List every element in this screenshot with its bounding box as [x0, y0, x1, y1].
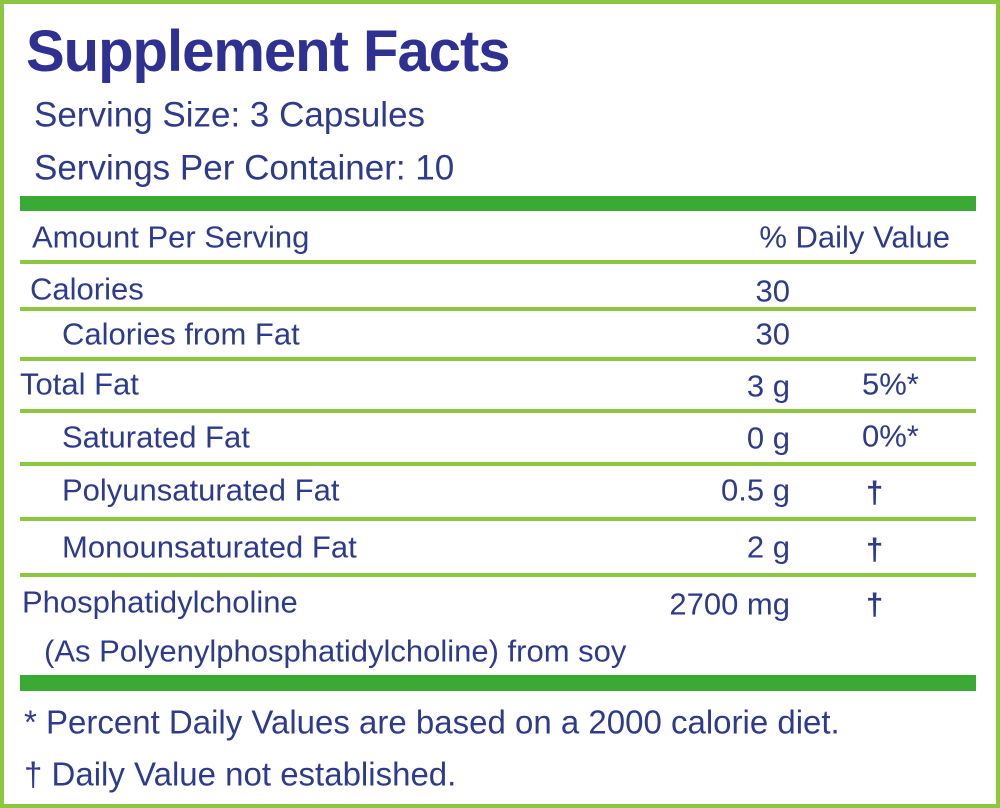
divider [20, 357, 976, 361]
nutrient-daily-value: 0%* [862, 418, 919, 454]
footnote: * Percent Daily Values are based on a 20… [24, 703, 840, 741]
nutrient-name: Saturated Fat [62, 419, 250, 455]
nutrient-amount: 2700 mg [669, 586, 790, 622]
divider [20, 260, 976, 264]
nutrient-amount: 30 [755, 316, 790, 352]
nutrient-name: Calories [30, 271, 144, 307]
title: Supplement Facts [26, 19, 511, 84]
nutrient-amount: 3 g [746, 368, 790, 404]
nutrient-daily-value: 5%* [862, 366, 919, 402]
nutrient-daily-value: † [866, 531, 884, 567]
divider [20, 307, 976, 311]
nutrient-amount: 2 g [746, 529, 790, 565]
nutrient-amount: 30 [755, 273, 790, 309]
nutrient-name: Total Fat [20, 366, 139, 402]
thick-divider [20, 675, 976, 691]
divider [20, 462, 976, 466]
divider [20, 517, 976, 521]
servings-per-container: Servings Per Container: 10 [34, 148, 455, 188]
nutrient-daily-value: † [866, 474, 884, 510]
nutrient-amount: 0.5 g [721, 472, 790, 508]
divider [20, 573, 976, 577]
nutrient-name: Calories from Fat [62, 316, 300, 352]
header-daily-value: % Daily Value [759, 219, 950, 255]
nutrient-daily-value: † [866, 586, 884, 622]
divider [20, 409, 976, 413]
nutrient-name: Monounsaturated Fat [62, 529, 357, 565]
header-amount: Amount Per Serving [32, 219, 310, 255]
footnote: † Daily Value not established. [24, 755, 457, 793]
thick-divider [20, 196, 976, 211]
nutrient-name: Polyunsaturated Fat [62, 472, 340, 508]
nutrient-amount: 0 g [746, 420, 790, 456]
nutrient-name: Phosphatidylcholine [22, 584, 298, 620]
nutrient-note: (As Polyenylphosphatidylcholine) from so… [44, 633, 627, 669]
serving-size: Serving Size: 3 Capsules [34, 95, 426, 135]
